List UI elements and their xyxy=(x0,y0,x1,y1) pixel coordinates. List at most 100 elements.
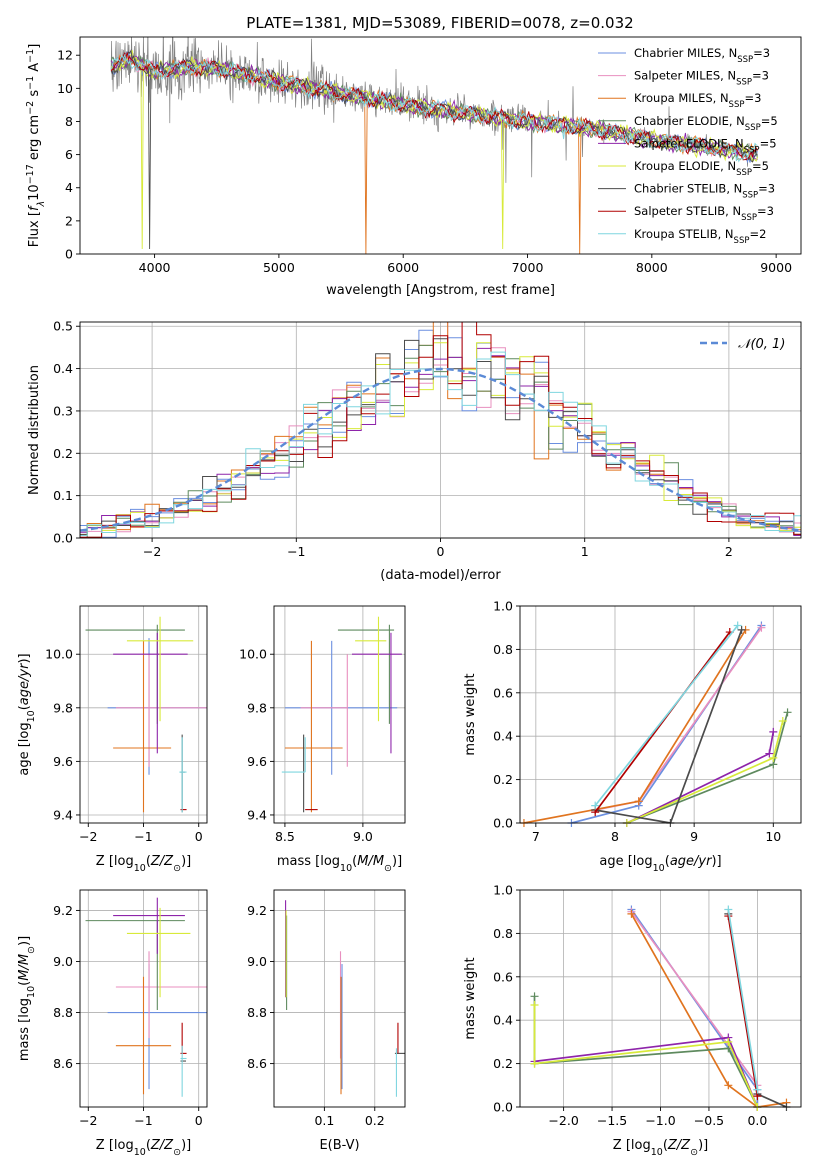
y-tick-label: 0.0 xyxy=(53,531,73,546)
weight-line-kroupa-elodie xyxy=(533,1005,759,1107)
weight-marker-chabrier-elodie xyxy=(530,992,539,1001)
y-tick-label: 9.0 xyxy=(53,954,73,969)
x-tick-label: 8000 xyxy=(636,260,668,275)
residual-histogram-chabrier-elodie xyxy=(80,344,801,538)
x-axis-label: Z [log10(Z/Z⊙)] xyxy=(613,1138,708,1158)
y-tick-label: 9.2 xyxy=(247,903,267,918)
model-spectrum-chabrier-stelib xyxy=(110,48,758,250)
x-tick-label: 8.5 xyxy=(275,829,295,844)
legend-label-salpeter-elodie: Salpeter ELODIE, NSSP=5 xyxy=(634,136,777,155)
axes-frame xyxy=(79,889,208,1108)
errorbar-kroupa-elodie xyxy=(126,616,194,722)
x-tick-label: −2 xyxy=(79,829,97,844)
x-tick-label: 7000 xyxy=(512,260,544,275)
weight-marker-kroupa-stelib xyxy=(753,1085,762,1094)
y-tick-label: 0.6 xyxy=(493,685,513,700)
y-tick-label: 9.8 xyxy=(247,700,267,715)
x-tick-label: 0.0 xyxy=(747,1113,767,1128)
y-tick-label: 9.2 xyxy=(53,903,73,918)
spectrum-panel: 4000 5000 6000 7000 8000 9000 0 2 4 6 8 10 12 Chabrie… xyxy=(25,36,802,298)
errorbar-kroupa-miles xyxy=(115,976,172,1095)
y-axis-label: mass weight xyxy=(463,673,478,755)
x-tick-label: −2 xyxy=(79,1113,97,1128)
axes-frame xyxy=(273,605,406,824)
y-tick-label: 0.8 xyxy=(493,642,513,657)
x-axis-label: mass [log10(M/M⊙)] xyxy=(277,854,402,874)
y-tick-label: 8 xyxy=(65,114,73,129)
y-axis-label: Flux [fλ10−17 erg cm−2 s−1 A−1] xyxy=(25,44,47,248)
residual-histogram-kroupa-elodie xyxy=(80,342,801,536)
x-tick-label: 9.0 xyxy=(353,829,373,844)
errorbar-chabrier-elodie xyxy=(337,624,395,724)
weight-marker-kroupa-elodie xyxy=(724,1037,733,1046)
weight-marker-chabrier-elodie xyxy=(783,708,792,717)
x-axis-label: wavelength [Angstrom, rest frame] xyxy=(326,283,555,298)
x-tick-label: 5000 xyxy=(263,260,295,275)
x-tick-label: 9000 xyxy=(760,260,792,275)
x-tick-label: −1 xyxy=(134,829,152,844)
errorbar-kroupa-stelib xyxy=(281,737,306,773)
x-tick-label: 4000 xyxy=(139,260,171,275)
errorbar-salpeter-miles xyxy=(115,951,207,1039)
residuals-panel: −2 −1 0 1 2 0.0 0.1 0.2 0.3 0.4 0.5 𝒩(0, 1) (data-mo… xyxy=(27,319,802,583)
weight-line-kroupa-stelib xyxy=(727,909,759,1090)
x-tick-label: 9 xyxy=(690,829,698,844)
y-tick-label: 0.2 xyxy=(493,772,513,787)
weight-marker-kroupa-stelib xyxy=(724,905,733,914)
weight-vs-Z-panel: −2.0 −1.5 −1.0 −0.5 0.0 0.0 0.2 0.4 0.6 0.8 1.0 Z [… xyxy=(463,883,802,1158)
mass-vs-Z-panel: −2 −1 0 8.6 8.8 9.0 9.2 Z [log10(Z/Z⊙)] mass [lo… xyxy=(17,889,208,1158)
x-tick-label: 7 xyxy=(532,829,540,844)
model-spectrum-salpeter-stelib xyxy=(110,51,758,161)
y-tick-label: 0.0 xyxy=(493,1100,513,1115)
y-tick-label: 0 xyxy=(65,247,73,262)
x-tick-label: 0 xyxy=(195,829,203,844)
residual-histogram-chabrier-miles xyxy=(80,329,801,538)
y-tick-label: 9.6 xyxy=(53,754,73,769)
x-axis-label-ebv: E(B-V) xyxy=(319,1138,359,1153)
y-tick-label: 8.6 xyxy=(247,1056,267,1071)
legend-label-chabrier-stelib: Chabrier STELIB, NSSP=3 xyxy=(634,182,775,201)
legend-label-kroupa-stelib: Kroupa STELIB, NSSP=2 xyxy=(634,227,766,246)
errorbar-kroupa-miles xyxy=(284,640,343,813)
x-tick-label: −1.0 xyxy=(645,1113,675,1128)
x-tick-label: 0.2 xyxy=(365,1113,385,1128)
y-tick-label: 10.0 xyxy=(45,647,73,662)
x-tick-label: 1 xyxy=(581,544,589,559)
weight-marker-kroupa-elodie xyxy=(778,717,787,726)
weight-marker-kroupa-miles xyxy=(627,909,636,918)
x-tick-label: −1 xyxy=(287,544,305,559)
x-tick-label: −1 xyxy=(134,1113,152,1128)
y-tick-label: 1.0 xyxy=(493,883,513,898)
axes-frame xyxy=(79,321,802,539)
weight-marker-kroupa-elodie xyxy=(530,1059,539,1068)
errorbar-kroupa-stelib xyxy=(179,737,187,813)
legend-label-salpeter-stelib: Salpeter STELIB, NSSP=3 xyxy=(634,204,774,223)
normal-distribution-curve xyxy=(79,367,802,532)
y-tick-label: 0.5 xyxy=(53,319,73,334)
y-tick-label: 10 xyxy=(57,81,73,96)
age-vs-mass-panel: 8.5 9.0 9.4 9.6 9.8 10.0 mass [log10(M/M⊙)] xyxy=(239,605,406,874)
y-tick-label: 0.4 xyxy=(493,729,513,744)
y-axis-label: mass weight xyxy=(463,957,478,1039)
errorbar-kroupa-stelib xyxy=(180,1045,187,1097)
weight-line-kroupa-stelib xyxy=(594,624,739,807)
weight-marker-kroupa-elodie xyxy=(769,753,778,762)
legend-label-normal: 𝒩(0, 1) xyxy=(738,337,785,352)
x-axis-label: Z [log10(Z/Z⊙)] xyxy=(96,854,191,874)
mass-vs-EBV-panel: 0.1 0.2 8.6 8.8 9.0 9.2 xyxy=(247,889,406,1128)
weight-marker-chabrier-stelib xyxy=(737,625,746,634)
y-tick-label: 12 xyxy=(57,48,73,63)
y-tick-label: 0.2 xyxy=(493,1056,513,1071)
x-tick-label: 10 xyxy=(765,829,781,844)
y-tick-label: 9.4 xyxy=(53,807,73,822)
y-tick-label: 0.4 xyxy=(493,1013,513,1028)
y-tick-label: 0.0 xyxy=(493,816,513,831)
axes-frame xyxy=(519,605,802,824)
y-axis-label: mass [log10(M/M⊙)] xyxy=(17,936,37,1061)
errorbar-salpeter-elodie xyxy=(113,632,188,754)
legend-label-salpeter-miles: Salpeter MILES, NSSP=3 xyxy=(634,69,769,88)
y-tick-label: 10.0 xyxy=(239,647,267,662)
x-tick-label: −2.0 xyxy=(548,1113,578,1128)
legend-label-chabrier-elodie: Chabrier ELODIE, NSSP=5 xyxy=(634,114,778,133)
